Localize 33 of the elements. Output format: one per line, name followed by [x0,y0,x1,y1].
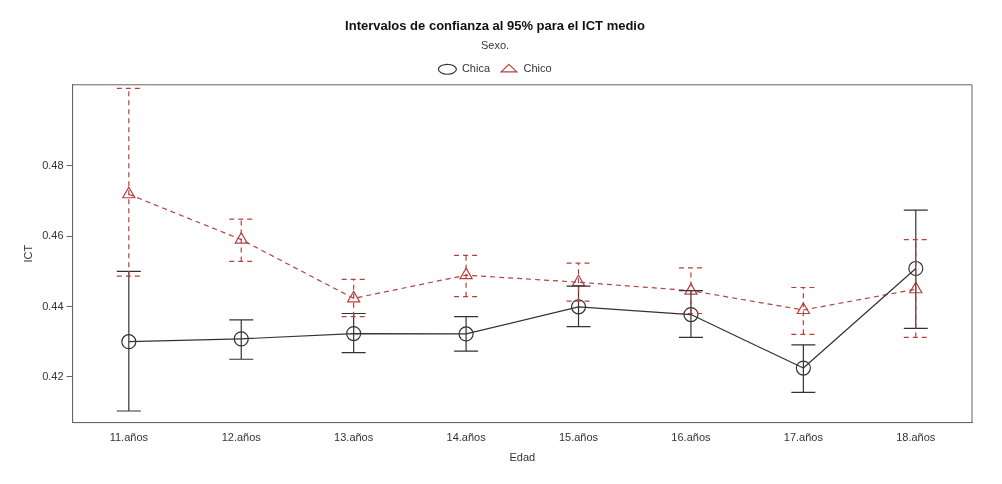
x-tick-label: 13.años [334,431,374,444]
point [121,334,137,350]
y-tick-label: 0.44 [42,299,64,312]
point [234,232,248,244]
legend-label: Chica [461,62,491,75]
point [346,325,362,342]
x-tick-label: 12.años [221,431,262,444]
point [458,326,474,342]
x-tick-label: 16.años [671,431,712,444]
point [233,331,249,347]
point [683,306,699,323]
point [570,299,587,315]
legend-title: Sexo. [480,39,510,52]
x-tick-label: 14.años [446,431,487,444]
point [796,302,811,315]
x-tick-label: 17.años [783,431,824,444]
point [908,260,924,277]
y-tick-label: 0.48 [42,158,64,171]
x-tick-label: 11.años [109,431,149,444]
point [795,360,811,376]
chart-title: Intervalos de confianza al 95% para el ICT medio [345,18,645,34]
x-axis-title: Edad [509,451,536,464]
legend-label: Chico [523,62,552,75]
x-tick-label: 18.años [896,431,936,444]
point [122,186,136,199]
y-tick-label: 0.42 [42,369,64,382]
point [347,290,361,303]
y-axis-title: ICT [21,244,34,263]
y-tick-label: 0.46 [42,229,64,242]
point [684,283,698,295]
point [909,281,923,294]
point [459,267,473,280]
x-tick-label: 15.años [558,431,599,444]
